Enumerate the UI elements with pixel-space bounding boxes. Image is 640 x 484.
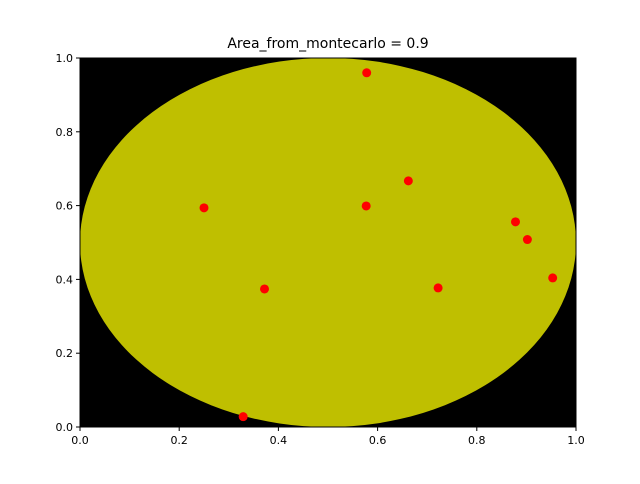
x-tick-label: 1.0 [567,434,585,447]
data-point-7 [260,284,270,294]
plot-frame [79,57,577,428]
y-tick-label: 0.2 [56,347,74,360]
x-tick-label: 0.4 [270,434,288,447]
x-tick-label: 0.2 [170,434,188,447]
data-point-8 [433,283,443,293]
y-tick-label: 1.0 [56,52,74,65]
data-point-1 [403,176,413,186]
y-tick-label: 0.8 [56,126,74,139]
x-tick-label: 0.8 [468,434,486,447]
data-point-9 [238,412,248,422]
x-axis: 0.0 0.2 0.4 0.6 0.8 1.0 [71,427,585,447]
data-point-0 [362,68,372,78]
data-point-5 [522,235,532,245]
y-axis: 0.0 0.2 0.4 0.6 0.8 1.0 [56,52,80,434]
data-point-6 [548,273,558,283]
data-point-4 [510,217,520,227]
y-tick-label: 0.0 [56,421,74,434]
data-point-2 [199,203,209,213]
ellipse-region [80,58,576,427]
chart-title: Area_from_montecarlo = 0.9 [227,36,428,52]
x-tick-label: 0.0 [71,434,89,447]
data-points [199,68,558,422]
y-tick-label: 0.6 [56,200,74,213]
data-point-3 [361,201,371,211]
x-tick-label: 0.6 [369,434,387,447]
y-tick-label: 0.4 [56,273,74,286]
